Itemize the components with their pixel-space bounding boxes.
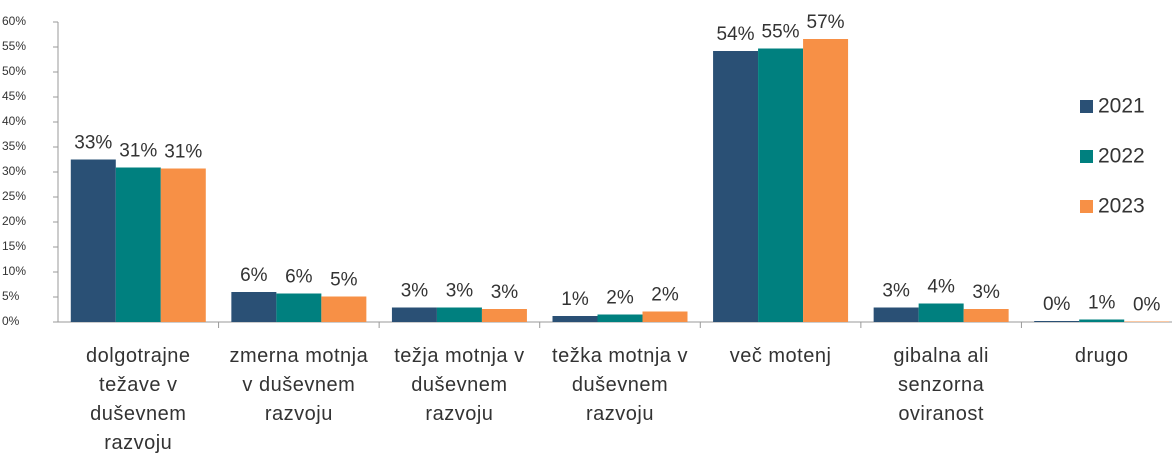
bar — [231, 292, 277, 322]
x-tick-label: težja motnja v duševnem razvoju — [394, 345, 525, 425]
data-label: 3% — [972, 282, 1000, 303]
x-tick-label: dolgotrajne težave v duševnem razvoju — [86, 345, 191, 454]
data-label: 2% — [606, 288, 634, 309]
bar — [1124, 321, 1170, 322]
bar — [1079, 319, 1125, 322]
bar — [597, 314, 643, 322]
x-tick-label: več motenj — [729, 345, 832, 367]
legend-swatch — [1080, 100, 1093, 113]
data-label: 4% — [927, 277, 955, 298]
y-tick-label: 10% — [2, 264, 26, 278]
data-label: 31% — [119, 141, 157, 162]
x-tick-label: težka motnja v duševnem razvoju — [552, 345, 688, 425]
data-label: 3% — [401, 281, 429, 302]
y-tick-label: 25% — [2, 189, 26, 203]
data-label: 55% — [762, 22, 800, 43]
bar — [963, 309, 1009, 322]
data-label: 31% — [164, 142, 202, 163]
data-label: 5% — [330, 270, 358, 291]
data-label: 3% — [446, 281, 474, 302]
bar — [918, 303, 964, 322]
y-tick-label: 45% — [2, 89, 26, 103]
x-tick-label: zmerna motnja v duševnem razvoju — [229, 345, 369, 425]
bar — [758, 48, 804, 322]
bar — [873, 307, 919, 322]
bar — [70, 159, 116, 322]
y-tick-label: 55% — [2, 39, 26, 53]
y-tick-label: 30% — [2, 164, 26, 178]
y-tick-label: 35% — [2, 139, 26, 153]
y-tick-label: 20% — [2, 214, 26, 228]
bar — [713, 51, 759, 322]
bar — [481, 309, 527, 322]
data-label: 1% — [1088, 293, 1116, 314]
y-tick-label: 40% — [2, 114, 26, 128]
bar — [160, 168, 206, 322]
bar — [115, 167, 161, 322]
data-label: 0% — [1043, 294, 1071, 315]
legend-swatch — [1080, 200, 1093, 213]
legend-label: 2021 — [1098, 95, 1145, 118]
data-label: 0% — [1133, 295, 1161, 316]
data-label: 54% — [717, 24, 755, 45]
data-label: 6% — [285, 267, 313, 288]
bar — [276, 293, 322, 322]
bar — [803, 39, 849, 322]
data-label: 3% — [491, 282, 519, 303]
bar — [321, 296, 367, 322]
data-label: 57% — [807, 12, 845, 33]
legend-label: 2023 — [1098, 195, 1145, 218]
y-tick-label: 5% — [2, 289, 20, 303]
x-tick-label: gibalna ali senzorna oviranost — [893, 345, 989, 425]
bar — [552, 316, 598, 322]
data-label: 33% — [74, 133, 112, 154]
data-label: 6% — [240, 265, 268, 286]
y-tick-label: 50% — [2, 64, 26, 78]
legend-swatch — [1080, 150, 1093, 163]
y-tick-label: 15% — [2, 239, 26, 253]
legend-label: 2022 — [1098, 145, 1145, 168]
bar — [642, 311, 688, 322]
data-label: 2% — [651, 285, 679, 306]
x-tick-label: drugo — [1074, 345, 1129, 367]
y-tick-label: 0% — [2, 314, 20, 328]
data-label: 3% — [882, 281, 910, 302]
data-label: 1% — [561, 289, 589, 310]
bar — [391, 307, 437, 322]
bar — [1034, 321, 1080, 322]
y-tick-label: 60% — [2, 14, 26, 28]
bar — [436, 307, 482, 322]
